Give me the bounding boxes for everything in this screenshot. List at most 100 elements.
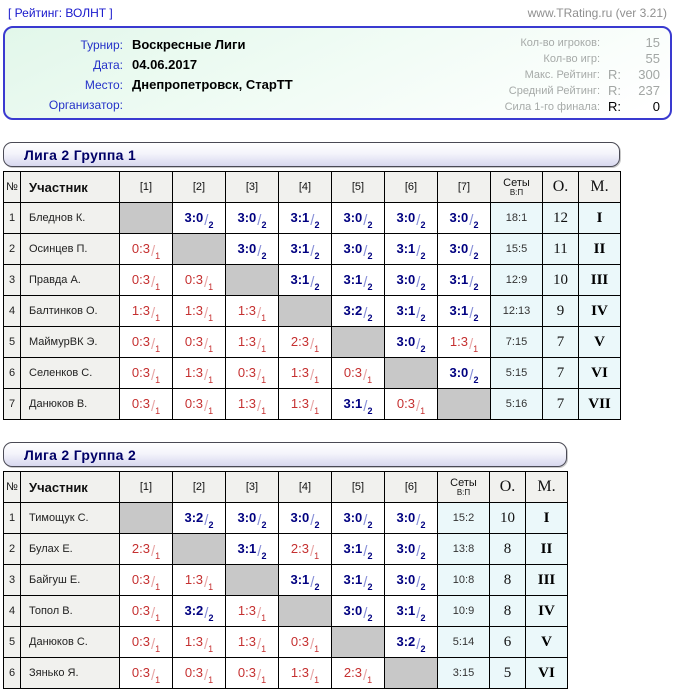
- diagonal-cell: [331, 326, 385, 358]
- top-bar: [ Рейтинг: ВОЛНТ ] www.TRating.ru (ver 3…: [0, 0, 675, 24]
- match-points: 2: [314, 220, 320, 230]
- column-header-opponent: [7]: [437, 171, 491, 203]
- player-row: 7 Данюков В. 0:3/1 0:3/1 1:3/1 1:3/1 3:1/2 0:3/…: [3, 388, 621, 420]
- score-slash: /: [309, 667, 315, 684]
- league-group-1: Лига 2 Группа 1 № Участник [1] [2] [3] [4] [5][…: [3, 142, 675, 420]
- match-points: 1: [473, 344, 479, 354]
- rating-breadcrumb-link[interactable]: [ Рейтинг: ВОЛНТ ]: [8, 6, 113, 20]
- match-score: 3:0: [396, 572, 416, 587]
- score-cell: 3:1/2: [437, 264, 491, 296]
- diagonal-cell: [384, 657, 438, 689]
- diagonal-cell: [437, 388, 491, 420]
- score-cell: 3:1/2: [384, 595, 438, 627]
- match-points: 1: [261, 406, 267, 416]
- match-score: 0:3: [131, 365, 150, 380]
- score-slash: /: [309, 636, 315, 653]
- win-score: 3:2/2: [397, 633, 426, 654]
- match-points: 1: [367, 375, 373, 385]
- win-score: 3:0/2: [450, 240, 479, 261]
- score-slash: /: [203, 636, 209, 653]
- match-score: 0:3: [131, 603, 150, 618]
- site-version-link[interactable]: www.TRating.ru (ver 3.21): [527, 6, 667, 20]
- match-points: 1: [208, 644, 214, 654]
- match-score: 3:1: [449, 303, 469, 318]
- match-score: 3:0: [396, 541, 416, 556]
- score-slash: /: [257, 512, 262, 529]
- player-number-cell: 2: [3, 233, 21, 265]
- player-number-cell: 3: [3, 564, 21, 596]
- loss-score: 2:3/1: [290, 333, 319, 354]
- match-points: 2: [420, 313, 426, 323]
- match-points: 2: [420, 551, 426, 561]
- match-score: 1:3: [184, 303, 203, 318]
- win-score: 3:0/2: [344, 240, 373, 261]
- win-score: 3:0/2: [397, 333, 426, 354]
- match-points: 2: [420, 344, 426, 354]
- score-cell: 3:0/2: [384, 564, 438, 596]
- score-slash: /: [363, 574, 368, 591]
- score-cell: 0:3/1: [119, 595, 173, 627]
- match-points: 2: [208, 220, 214, 230]
- column-header-sets: Сеты В:П: [490, 171, 543, 203]
- match-points: 1: [314, 644, 320, 654]
- score-slash: /: [416, 605, 421, 622]
- loss-score: 0:3/1: [132, 571, 160, 592]
- player-name-cell: Топол В.: [20, 595, 120, 627]
- match-score: 0:3: [237, 665, 256, 680]
- sets-cell: 15:5: [490, 233, 543, 265]
- match-score: 1:3: [237, 634, 256, 649]
- match-score: 3:1: [290, 210, 310, 225]
- match-points: 2: [261, 551, 267, 561]
- match-score: 3:1: [449, 272, 469, 287]
- league-group-2: Лига 2 Группа 2 № Участник [1] [2] [3] [4] [5][…: [3, 442, 675, 689]
- sets-cell: 10:8: [437, 564, 490, 596]
- score-cell: 3:0/2: [331, 595, 385, 627]
- score-cell: 3:1/2: [331, 388, 385, 420]
- match-score: 0:3: [184, 396, 203, 411]
- match-points: 2: [420, 251, 426, 261]
- match-points: 1: [155, 375, 161, 385]
- diagonal-cell: [278, 595, 332, 627]
- score-cell: 0:3/1: [119, 233, 173, 265]
- match-points: 1: [155, 675, 161, 685]
- score-slash: /: [416, 636, 421, 653]
- score-slash: /: [310, 512, 315, 529]
- player-name-cell: Тимощук С.: [20, 502, 120, 534]
- stat-label: Сила 1-го финала:: [504, 101, 600, 113]
- score-cell: 3:1/2: [278, 233, 332, 265]
- results-table: № Участник [1] [2] [3] [4] [5] [6] [7] Сеты В:П О. М…: [3, 171, 621, 420]
- column-header-opponent: [1]: [119, 471, 173, 503]
- score-cell: 0:3/1: [172, 264, 226, 296]
- stat-value: 55: [645, 51, 660, 66]
- match-points: 2: [367, 282, 373, 292]
- player-name-cell: Зянько Я.: [20, 657, 120, 689]
- score-cell: 3:1/2: [331, 264, 385, 296]
- match-points: 1: [208, 375, 214, 385]
- player-name-cell: Правда А.: [20, 264, 120, 296]
- win-score: 3:0/2: [397, 271, 426, 292]
- match-points: 1: [314, 675, 320, 685]
- win-score: 3:1/2: [238, 540, 267, 561]
- player-name-cell: МаймурВК Э.: [20, 326, 120, 358]
- match-score: 3:1: [343, 572, 363, 587]
- score-cell: 1:3/1: [278, 357, 332, 389]
- diagonal-cell: [331, 626, 385, 658]
- match-score: 3:1: [396, 603, 416, 618]
- match-points: 2: [367, 582, 373, 592]
- score-cell: 0:3/1: [172, 388, 226, 420]
- match-score: 3:1: [290, 272, 310, 287]
- match-score: 2:3: [131, 541, 150, 556]
- player-name-cell: Балтинков О.: [20, 295, 120, 327]
- score-cell: 0:3/1: [119, 388, 173, 420]
- loss-score: 0:3/1: [132, 240, 160, 261]
- points-cell: 8: [489, 595, 526, 627]
- match-score: 1:3: [290, 365, 309, 380]
- loss-score: 0:3/1: [131, 602, 160, 623]
- score-slash: /: [363, 543, 368, 560]
- loss-score: 0:3/1: [185, 333, 213, 354]
- diagonal-cell: [172, 533, 226, 565]
- diagonal-cell: [384, 357, 438, 389]
- match-points: 1: [208, 582, 214, 592]
- match-score: 2:3: [290, 334, 309, 349]
- match-points: 1: [155, 251, 161, 261]
